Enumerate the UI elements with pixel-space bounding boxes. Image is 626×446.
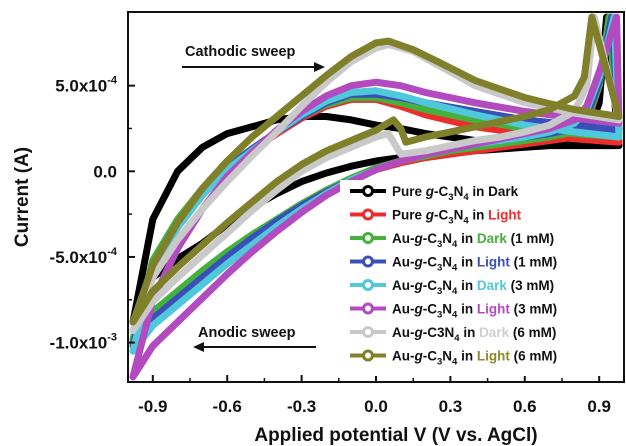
legend-label-2: Pure g-C3N4 in Light	[392, 208, 522, 227]
legend-background	[340, 180, 622, 376]
cathodic-arrowhead	[314, 62, 325, 72]
axis-ticks: -0.9 -0.6 -0.3 0.0 0.3 0.6 0.9 5.0x10-4 0.0 -5.0x…	[50, 75, 611, 416]
series-line-7	[129, 13, 623, 335]
cathodic-sweep-label: Cathodic sweep	[185, 44, 296, 60]
legend-swatch-marker	[362, 326, 374, 338]
legend-swatch-marker	[362, 349, 374, 362]
y-axis-title: Current (A)	[12, 147, 33, 247]
traces	[129, 13, 623, 381]
legend: Pure g-C3N4 in Dark Pure g-C3N4 in Light A…	[340, 180, 622, 376]
anodic-sweep-label: Anodic sweep	[198, 325, 296, 341]
legend-label-1: Pure g-C3N4 in Dark	[392, 184, 519, 203]
x-tick-label: 0.9	[587, 397, 611, 416]
legend-swatch-marker	[362, 255, 374, 268]
legend-label-6: Au-g-C3N4 in Light (3 mM)	[392, 302, 557, 321]
legend-label-3: Au-g-C3N4 in Dark (1 mM)	[392, 231, 554, 250]
legend-label-8: Au-g-C3N4 in Light (6 mM)	[392, 349, 557, 368]
y-tick-label: 0.0	[93, 162, 117, 181]
anodic-arrowhead	[193, 342, 204, 352]
x-tick-label: -0.3	[287, 397, 316, 416]
legend-swatch-marker	[362, 208, 374, 221]
legend-label-5: Au-g-C3N4 in Dark (3 mM)	[392, 278, 554, 297]
x-tick-label: 0.3	[439, 397, 463, 416]
legend-swatch-marker	[362, 302, 374, 315]
x-tick-label: -0.9	[138, 397, 167, 416]
x-tick-label: 0.0	[364, 397, 388, 416]
legend-swatch-marker	[362, 232, 374, 244]
y-tick-label: -1.0x10-3	[50, 332, 117, 353]
legend-label-4: Au-g-C3N4 in Light (1 mM)	[392, 255, 557, 274]
y-tick-label: 5.0x10-4	[55, 75, 118, 96]
legend-swatch-marker	[362, 185, 374, 197]
annotations: Cathodic sweep Anodic sweep	[182, 44, 325, 352]
legend-label-7: Au-g-C3N4 in Dark (6 mM)	[392, 325, 556, 344]
y-tick-label: -5.0x10-4	[50, 246, 118, 267]
x-tick-label: 0.6	[513, 397, 537, 416]
x-axis-title: Applied potential V (V vs. AgCl)	[254, 425, 537, 446]
legend-swatch-marker	[362, 279, 374, 291]
series-line-8	[129, 13, 623, 326]
x-tick-label: -0.6	[213, 397, 242, 416]
